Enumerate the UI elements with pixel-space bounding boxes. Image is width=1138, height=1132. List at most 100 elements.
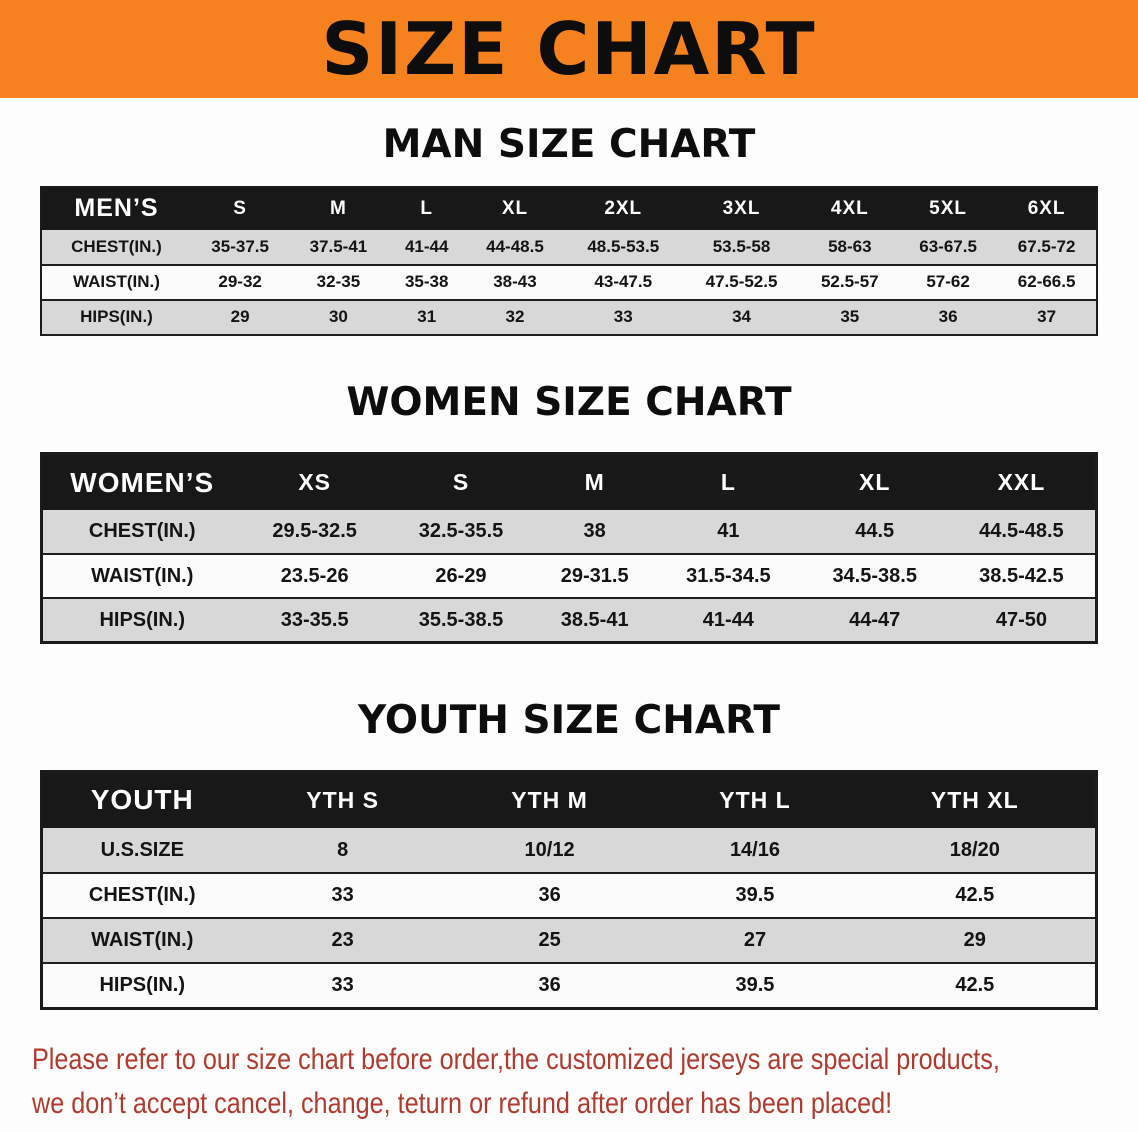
size-value: 41-44 bbox=[702, 608, 754, 631]
size-value: 18/20 bbox=[949, 838, 1000, 861]
size-column-header: 3XL bbox=[722, 197, 761, 219]
size-value: 32.5-35.5 bbox=[418, 520, 504, 543]
table-title-cell: WOMEN’S bbox=[70, 466, 215, 498]
size-value: 29.5-32.5 bbox=[272, 520, 357, 543]
size-value: 42.5 bbox=[955, 973, 995, 996]
size-value: 44.5 bbox=[855, 520, 895, 543]
youth-section-heading: YOUTH SIZE CHART bbox=[358, 697, 780, 743]
size-value: 30 bbox=[328, 307, 348, 327]
row-label: HIPS(IN.) bbox=[80, 307, 153, 327]
row-label: HIPS(IN.) bbox=[99, 973, 186, 996]
size-column-header: L bbox=[720, 469, 736, 496]
size-value: 36 bbox=[538, 884, 561, 907]
banner: SIZE CHART bbox=[0, 0, 1138, 98]
size-value: 38 bbox=[583, 520, 606, 543]
page-title: SIZE CHART bbox=[321, 7, 817, 91]
size-value: 39.5 bbox=[735, 973, 775, 996]
size-column-header: YTH M bbox=[511, 786, 588, 813]
table-row: HIPS(IN.) 29 30 31 32 33 34 35 36 37 bbox=[41, 299, 1097, 335]
table-title-cell: MEN’S bbox=[74, 194, 159, 223]
size-value: 44.5-48.5 bbox=[979, 520, 1064, 543]
size-value: 38.5-41 bbox=[560, 608, 629, 631]
size-column-header: XXL bbox=[997, 469, 1046, 496]
size-value: 47-50 bbox=[995, 608, 1047, 631]
table-row: CHEST(IN.) 33 36 39.5 42.5 bbox=[41, 873, 1097, 919]
size-value: 62-66.5 bbox=[1017, 272, 1076, 292]
size-value: 33 bbox=[331, 973, 354, 996]
size-value: 29-32 bbox=[218, 272, 262, 292]
size-value: 36 bbox=[938, 307, 958, 327]
size-value: 23 bbox=[331, 929, 354, 952]
size-value: 36 bbox=[538, 973, 561, 996]
size-column-header: 2XL bbox=[604, 197, 643, 219]
size-value: 52.5-57 bbox=[820, 272, 879, 292]
size-column-header: YTH XL bbox=[930, 786, 1019, 813]
size-value: 39.5 bbox=[735, 884, 775, 907]
size-value: 23.5-26 bbox=[280, 564, 349, 587]
size-column-header: 5XL bbox=[929, 197, 968, 219]
youth-size-section: YOUTH SIZE CHART YOUTH YTH S YTH M YTH L YTH… bbox=[0, 644, 1138, 1010]
size-value: 33-35.5 bbox=[280, 608, 349, 631]
size-column-header: M bbox=[584, 469, 605, 496]
table-row: CHEST(IN.) 29.5-32.5 32.5-35.5 38 41 44.5 44.5… bbox=[41, 510, 1097, 555]
size-column-header: XL bbox=[859, 469, 891, 496]
size-value: 8 bbox=[337, 838, 349, 861]
table-header-row: YOUTH YTH S YTH M YTH L YTH XL bbox=[41, 771, 1097, 829]
size-value: 26-29 bbox=[435, 564, 487, 587]
men-section-heading: MAN SIZE CHART bbox=[382, 122, 756, 167]
disclaimer: Please refer to our size chart before or… bbox=[32, 1038, 1138, 1126]
size-value: 35 bbox=[840, 307, 860, 327]
row-label: CHEST(IN.) bbox=[88, 520, 196, 543]
size-value: 43-47.5 bbox=[594, 272, 653, 292]
size-value: 29-31.5 bbox=[560, 564, 629, 587]
size-column-header: YTH S bbox=[306, 786, 380, 813]
table-row: HIPS(IN.) 33-35.5 35.5-38.5 38.5-41 41-44 44-… bbox=[41, 598, 1097, 643]
women-size-section: WOMEN SIZE CHART WOMEN’S XS S M L XL XXL CHEST(… bbox=[0, 336, 1138, 644]
men-size-section: MAN SIZE CHART MEN’S S M L XL 2XL 3XL 4XL 5XL 6XL… bbox=[0, 98, 1138, 336]
table-row: WAIST(IN.) 29-32 32-35 35-38 38-43 43-47.5 47.… bbox=[41, 264, 1097, 300]
size-value: 34.5-38.5 bbox=[832, 564, 917, 587]
size-value: 29 bbox=[963, 929, 986, 952]
size-value: 42.5 bbox=[955, 884, 995, 907]
table-header-row: WOMEN’S XS S M L XL XXL bbox=[41, 453, 1097, 511]
size-value: 47.5-52.5 bbox=[705, 272, 778, 292]
size-value: 41 bbox=[717, 520, 740, 543]
row-label: WAIST(IN.) bbox=[91, 929, 194, 952]
size-value: 32 bbox=[505, 307, 525, 327]
size-value: 34 bbox=[732, 307, 751, 327]
size-column-header: S bbox=[452, 469, 470, 496]
size-value: 48.5-53.5 bbox=[587, 236, 660, 256]
size-column-header: XS bbox=[298, 469, 331, 496]
size-value: 33 bbox=[613, 307, 633, 327]
size-value: 37 bbox=[1037, 307, 1057, 327]
size-value: 32-35 bbox=[316, 272, 361, 292]
size-value: 37.5-41 bbox=[309, 236, 368, 256]
size-value: 44-48.5 bbox=[486, 236, 544, 256]
men-size-table: MEN’S S M L XL 2XL 3XL 4XL 5XL 6XL CHEST(IN.) 35-37… bbox=[40, 185, 1098, 336]
table-title-cell: YOUTH bbox=[90, 784, 194, 816]
size-value: 53.5-58 bbox=[712, 236, 771, 256]
row-label: U.S.SIZE bbox=[100, 838, 184, 861]
size-value: 38-43 bbox=[493, 272, 537, 292]
table-row: WAIST(IN.) 23 25 27 29 bbox=[41, 918, 1097, 964]
size-value: 29 bbox=[230, 307, 250, 327]
size-column-header: L bbox=[420, 197, 433, 219]
size-value: 35.5-38.5 bbox=[418, 608, 504, 631]
size-column-header: 4XL bbox=[830, 197, 869, 219]
table-row: HIPS(IN.) 33 36 39.5 42.5 bbox=[41, 963, 1097, 1009]
women-section-heading: WOMEN SIZE CHART bbox=[346, 379, 792, 425]
size-value: 67.5-72 bbox=[1017, 236, 1076, 256]
size-value: 33 bbox=[331, 884, 354, 907]
size-value: 63-67.5 bbox=[919, 236, 977, 256]
size-value: 38.5-42.5 bbox=[979, 564, 1064, 587]
table-row: WAIST(IN.) 23.5-26 26-29 29-31.5 31.5-34.5 34… bbox=[41, 554, 1097, 599]
row-label: WAIST(IN.) bbox=[91, 564, 194, 587]
size-value: 27 bbox=[743, 929, 767, 952]
size-column-header: M bbox=[330, 197, 347, 219]
size-column-header: YTH L bbox=[719, 786, 791, 813]
row-label: CHEST(IN.) bbox=[88, 884, 196, 907]
size-column-header: 6XL bbox=[1027, 197, 1066, 219]
table-row: U.S.SIZE 8 10/12 14/16 18/20 bbox=[41, 828, 1097, 874]
row-label: WAIST(IN.) bbox=[73, 272, 160, 292]
